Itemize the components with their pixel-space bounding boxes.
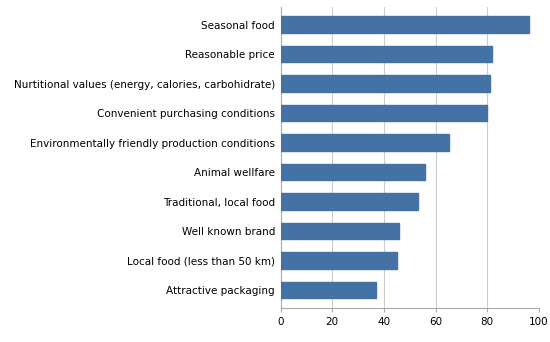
Bar xyxy=(280,194,417,210)
Bar xyxy=(280,46,492,62)
Bar xyxy=(280,282,376,298)
Bar xyxy=(280,164,425,180)
Bar xyxy=(280,134,449,151)
Bar xyxy=(280,223,399,239)
Bar xyxy=(280,16,529,32)
Bar xyxy=(280,76,490,92)
Bar xyxy=(280,105,487,121)
Bar xyxy=(280,252,397,269)
